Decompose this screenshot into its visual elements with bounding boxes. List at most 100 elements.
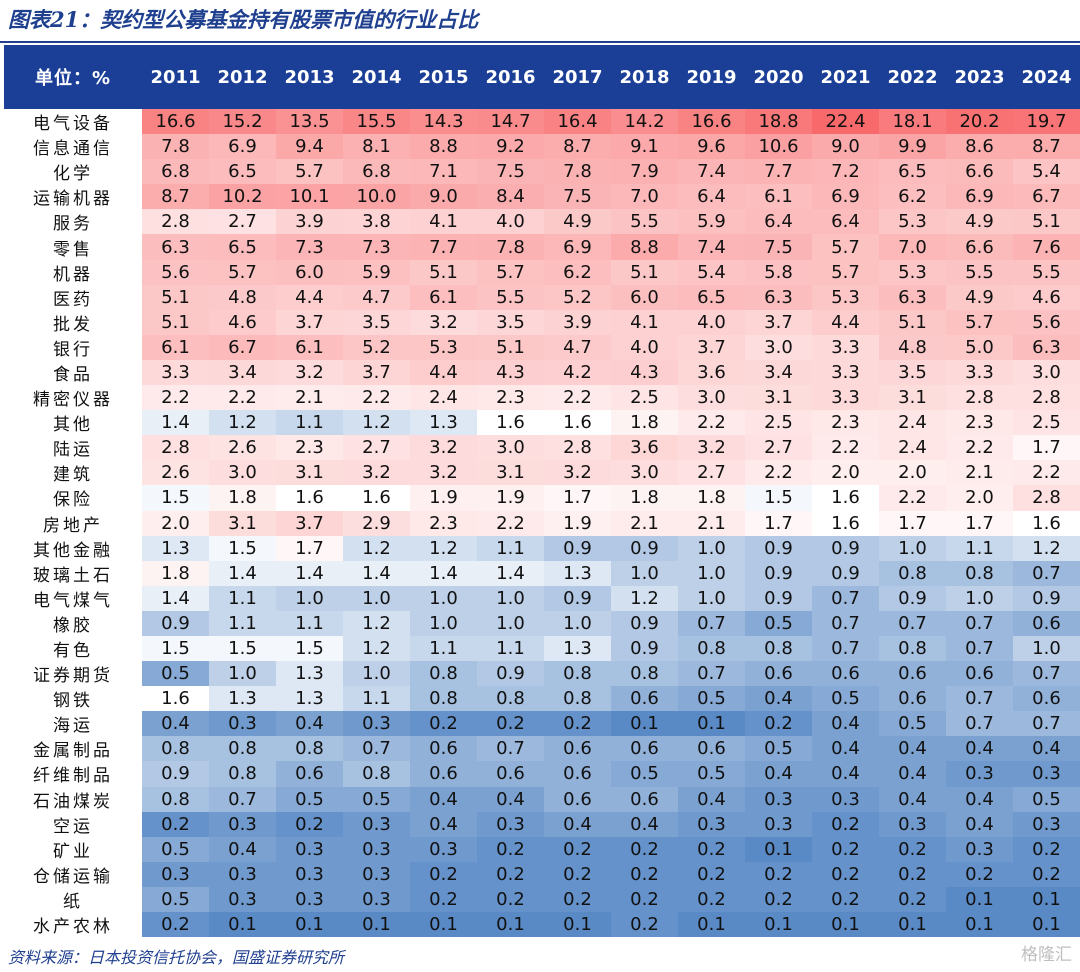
heatmap-cell: 6.5 [879, 159, 946, 185]
heatmap-cell: 0.1 [276, 912, 343, 938]
heatmap-cell: 6.5 [209, 234, 276, 260]
row-label: 有色 [53, 641, 93, 662]
heatmap-cell: 0.9 [812, 560, 879, 586]
heatmap-cell: 1.2 [410, 535, 477, 561]
heatmap-cell: 0.9 [611, 610, 678, 636]
heatmap-cell: 0.1 [946, 886, 1013, 912]
heatmap-cell: 3.8 [343, 209, 410, 235]
heatmap-cell: 2.2 [879, 485, 946, 511]
heatmap-cell: 0.4 [812, 711, 879, 737]
heatmap-cell: 1.4 [142, 410, 209, 436]
heatmap-cell: 1.1 [946, 535, 1013, 561]
heatmap-cell: 0.2 [611, 861, 678, 887]
table-row: 金属制品 0.8 0.8 0.8 0.7 0.6 0.7 0.6 0.6 0.6 0.5 0.4 0.4… [4, 736, 1080, 762]
heatmap-cell: 0.7 [477, 736, 544, 762]
heatmap-cell: 3.0 [209, 460, 276, 486]
heatmap-cell: 2.2 [946, 435, 1013, 461]
heatmap-cell: 0.9 [879, 585, 946, 611]
heatmap-cell: 0.8 [544, 686, 611, 712]
heatmap-cell: 1.3 [209, 686, 276, 712]
heatmap-cell: 0.3 [879, 811, 946, 837]
table-row: 纤维制品 0.9 0.8 0.6 0.8 0.6 0.6 0.6 0.5 0.5 0.4 0.4 0.4… [4, 761, 1080, 787]
table-row: 橡胶 0.9 1.1 1.1 1.2 1.0 1.0 1.0 0.9 0.7 0.5 0.7 0.7 0.… [4, 610, 1080, 636]
heatmap-cell: 0.2 [544, 861, 611, 887]
heatmap-cell: 9.6 [678, 134, 745, 160]
heatmap-cell: 4.3 [611, 359, 678, 386]
heatmap-cell: 6.0 [611, 284, 678, 310]
heatmap-cell: 10.2 [209, 184, 276, 210]
heatmap-cell: 0.3 [678, 811, 745, 837]
table-row: 银行 6.1 6.7 6.1 5.2 5.3 5.1 4.7 4.0 3.7 3.0 3.3 4.8 5.… [4, 334, 1080, 360]
column-header: 2021 [820, 66, 871, 88]
table-row: 水产农林 0.2 0.1 0.1 0.1 0.1 0.1 0.1 0.2 0.1 0.1 0.1 0.1… [4, 912, 1080, 938]
heatmap-cell: 3.6 [611, 435, 678, 461]
heatmap-cell: 6.3 [879, 284, 946, 310]
heatmap-cell: 2.8 [544, 435, 611, 461]
heatmap-cell: 0.4 [410, 811, 477, 837]
heatmap-cell: 16.6 [142, 109, 209, 135]
heatmap-cell: 0.4 [946, 811, 1013, 837]
heatmap-cell: 0.1 [343, 912, 410, 938]
heatmap-cell: 0.3 [209, 811, 276, 837]
table-row: 食品 3.3 3.4 3.2 3.7 4.4 4.3 4.2 4.3 3.6 3.4 3.3 3.5 3.… [4, 359, 1080, 386]
heatmap-cell: 2.8 [142, 435, 209, 461]
heatmap-cell: 5.9 [678, 209, 745, 235]
heatmap-cell: 14.2 [611, 109, 678, 135]
heatmap-cell: 14.7 [477, 109, 544, 135]
heatmap-cell: 20.2 [946, 109, 1013, 135]
table-row: 仓储运输 0.3 0.3 0.3 0.3 0.2 0.2 0.2 0.2 0.2 0.2 0.2 0.2… [4, 861, 1080, 887]
column-header: 2020 [753, 66, 804, 88]
heatmap-cell: 4.4 [276, 284, 343, 310]
heatmap-cell: 0.6 [544, 761, 611, 787]
heatmap-cell: 0.3 [1013, 811, 1080, 837]
heatmap-cell: 1.3 [276, 661, 343, 687]
heatmap-cell: 3.3 [946, 359, 1013, 386]
heatmap-cell: 0.6 [544, 786, 611, 812]
heatmap-cell: 3.9 [276, 209, 343, 235]
heatmap-cell: 4.9 [544, 209, 611, 235]
row-label: 信息通信 [33, 139, 113, 160]
heatmap-cell: 3.5 [879, 359, 946, 386]
heatmap-cell: 0.6 [879, 686, 946, 712]
heatmap-cell: 2.5 [611, 385, 678, 411]
heatmap-cell: 4.6 [209, 309, 276, 335]
heatmap-cell: 0.3 [1013, 761, 1080, 787]
heatmap-cell: 0.1 [209, 912, 276, 938]
heatmap-cell: 6.6 [946, 159, 1013, 185]
heatmap-cell: 5.3 [812, 284, 879, 310]
row-label: 橡胶 [53, 615, 93, 636]
heatmap-cell: 5.1 [477, 334, 544, 360]
heatmap-cell: 0.2 [477, 886, 544, 912]
heatmap-cell: 4.8 [209, 284, 276, 310]
heatmap-cell: 0.1 [1013, 886, 1080, 912]
heatmap-cell: 19.7 [1013, 109, 1080, 135]
heatmap-cell: 6.1 [276, 334, 343, 360]
heatmap-cell: 0.3 [410, 836, 477, 862]
heatmap-cell: 4.0 [678, 309, 745, 335]
heatmap-cell: 7.4 [678, 159, 745, 185]
heatmap-cell: 0.2 [142, 912, 209, 938]
heatmap-cell: 1.5 [142, 635, 209, 662]
heatmap-cell: 0.7 [343, 736, 410, 762]
heatmap-cell: 5.1 [142, 309, 209, 335]
table-row: 其他 1.4 1.2 1.1 1.2 1.3 1.6 1.6 1.8 2.2 2.5 2.3 2.4 2.… [4, 410, 1080, 436]
heatmap-cell: 6.8 [343, 159, 410, 185]
row-label: 建筑 [53, 465, 93, 486]
heatmap-cell: 0.2 [611, 912, 678, 938]
heatmap-cell: 6.9 [812, 184, 879, 210]
row-label: 玻璃土石 [33, 565, 113, 586]
heatmap-cell: 0.1 [879, 912, 946, 938]
heatmap-cell: 0.2 [276, 811, 343, 837]
heatmap-cell: 1.2 [343, 410, 410, 436]
heatmap-cell: 1.9 [477, 485, 544, 511]
column-header: 2011 [150, 66, 201, 88]
heatmap-cell: 8.8 [410, 134, 477, 160]
heatmap-cell: 6.5 [209, 159, 276, 185]
heatmap-cell: 1.0 [678, 560, 745, 586]
heatmap-cell: 4.7 [343, 284, 410, 310]
heatmap-cell: 10.0 [343, 184, 410, 210]
heatmap-cell: 1.3 [276, 686, 343, 712]
row-label: 电气设备 [33, 114, 113, 135]
table-row: 医药 5.1 4.8 4.4 4.7 6.1 5.5 5.2 6.0 6.5 6.3 5.3 6.3 4.… [4, 284, 1080, 310]
heatmap-cell: 3.7 [343, 359, 410, 386]
